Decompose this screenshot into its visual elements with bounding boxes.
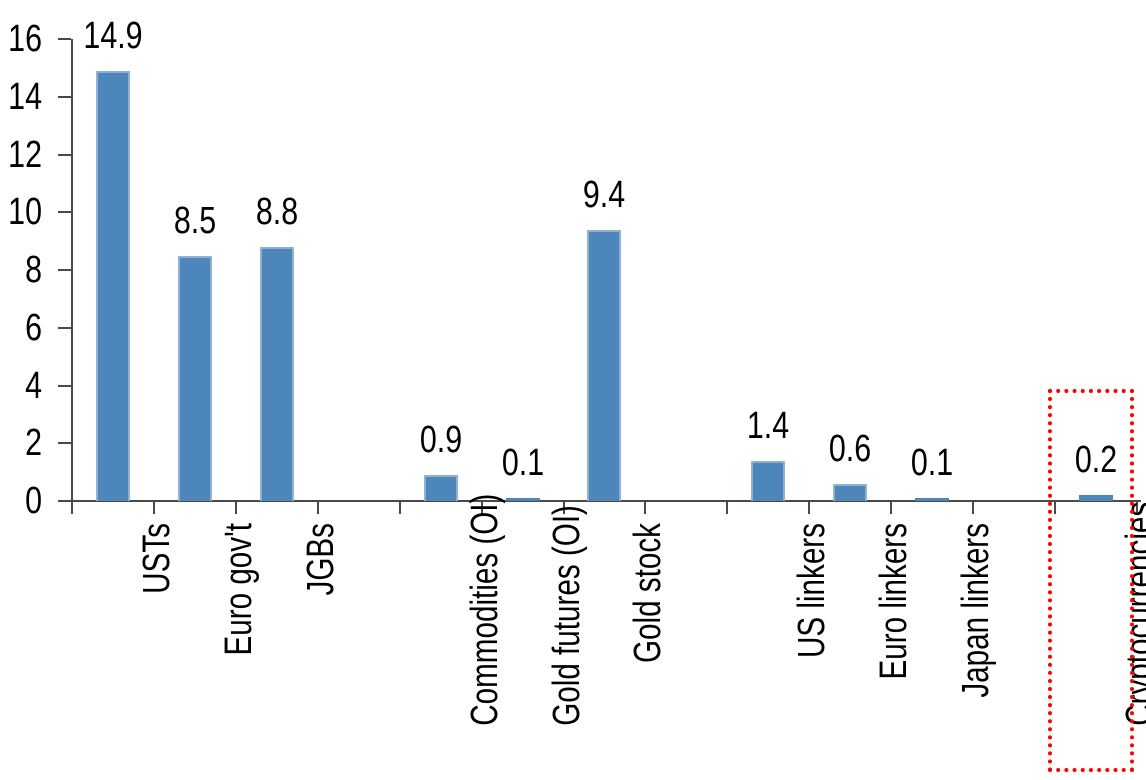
bar-value-label-usts: 14.9	[83, 15, 143, 57]
x-tick-mark	[235, 500, 237, 514]
x-tick-mark	[317, 500, 319, 514]
y-tick-label: 2	[25, 422, 42, 464]
bar-value-label-cryptocurrencies: 0.2	[1074, 439, 1118, 481]
x-tick-mark	[1136, 500, 1138, 514]
y-tick-mark	[58, 500, 71, 502]
x-tick-mark	[71, 500, 73, 514]
bar-commodities-oi	[424, 475, 458, 501]
y-tick-mark	[58, 442, 71, 444]
y-tick-label: 12	[8, 134, 42, 176]
y-tick-mark	[58, 38, 71, 40]
bar-cryptocurrencies	[1079, 495, 1113, 501]
bar-jgbs	[260, 247, 294, 501]
category-label-japan-linkers: Japan linkers	[955, 523, 997, 698]
bar-euro-gov-t	[178, 256, 212, 501]
bar-us-linkers	[751, 461, 785, 501]
bar-usts	[96, 71, 130, 501]
bar-value-label-euro-linkers: 0.6	[828, 428, 872, 470]
x-tick-mark	[153, 500, 155, 514]
x-tick-mark	[644, 500, 646, 514]
y-tick-mark	[58, 154, 71, 156]
x-tick-mark	[563, 500, 565, 514]
y-tick-label: 10	[8, 191, 42, 233]
bar-value-label-jgbs: 8.8	[255, 191, 299, 233]
category-label-euro-linkers: Euro linkers	[873, 523, 915, 680]
bar-value-label-gold-futures-oi: 0.1	[501, 442, 545, 484]
x-tick-mark	[726, 500, 728, 514]
category-label-euro-gov-t: Euro gov't	[218, 523, 260, 656]
category-label-jgbs: JGBs	[300, 523, 342, 596]
y-tick-mark	[58, 269, 71, 271]
x-tick-mark	[481, 500, 483, 514]
bar-value-label-japan-linkers: 0.1	[910, 442, 954, 484]
bar-gold-futures-oi	[506, 498, 540, 501]
y-tick-mark	[58, 327, 71, 329]
category-label-usts: USTs	[136, 523, 178, 594]
bar-euro-linkers	[833, 484, 867, 501]
y-tick-label: 14	[8, 76, 42, 118]
y-tick-mark	[58, 211, 71, 213]
category-label-commodities-oi: Commodities (OI)	[464, 493, 506, 726]
x-axis	[71, 500, 1141, 502]
x-tick-mark	[399, 500, 401, 514]
category-label-gold-stock: Gold stock	[627, 523, 669, 664]
bar-japan-linkers	[915, 498, 949, 501]
bar-value-label-gold-stock: 9.4	[582, 174, 626, 216]
y-tick-mark	[58, 96, 71, 98]
y-tick-label: 16	[8, 18, 42, 60]
y-tick-label: 0	[25, 480, 42, 522]
bar-value-label-commodities-oi: 0.9	[419, 419, 463, 461]
x-tick-mark	[890, 500, 892, 514]
highlight-box	[1048, 389, 1134, 772]
y-tick-label: 6	[25, 307, 42, 349]
category-label-gold-futures-oi: Gold futures (OI)	[546, 505, 588, 726]
y-tick-label: 4	[25, 365, 42, 407]
x-tick-mark	[972, 500, 974, 514]
bar-gold-stock	[587, 230, 621, 501]
y-axis	[71, 39, 73, 501]
bar-value-label-us-linkers: 1.4	[746, 405, 790, 447]
category-label-us-linkers: US linkers	[791, 523, 833, 659]
x-tick-mark	[1054, 500, 1056, 514]
x-tick-mark	[808, 500, 810, 514]
bar-value-label-euro-gov-t: 8.5	[173, 200, 217, 242]
y-tick-mark	[58, 385, 71, 387]
y-tick-label: 8	[25, 249, 42, 291]
